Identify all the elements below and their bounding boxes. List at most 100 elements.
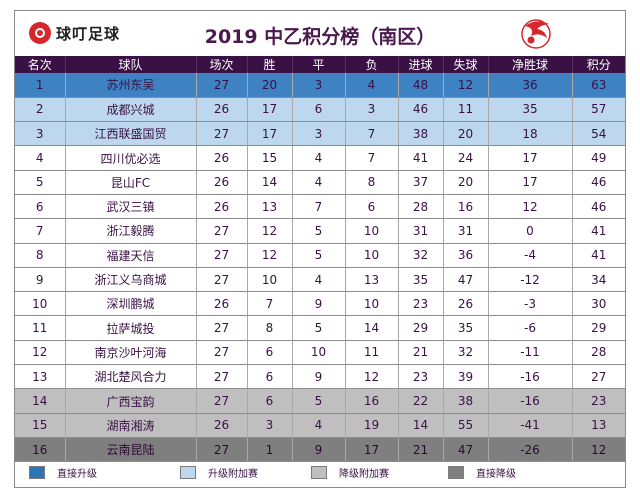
legend-item-direct-promotion: 直接升级 xyxy=(29,465,97,480)
goals-against-cell: 39 xyxy=(443,364,489,390)
goals-for-cell: 14 xyxy=(398,413,444,438)
played-cell: 27 xyxy=(196,364,248,390)
team-cell: 湖南湘涛 xyxy=(65,413,197,438)
points-cell: 41 xyxy=(572,243,625,268)
rank-cell: 8 xyxy=(15,243,66,268)
goals-against-cell: 36 xyxy=(443,243,489,268)
goal-diff-cell: 12 xyxy=(488,194,573,220)
drawn-cell: 6 xyxy=(292,97,346,123)
goals-against-cell: 11 xyxy=(443,97,489,123)
won-cell: 1 xyxy=(247,437,293,463)
lost-cell: 17 xyxy=(345,437,399,463)
table-row: 14 广西宝韵 27 6 5 16 22 38 -16 23 xyxy=(15,388,625,414)
goal-diff-cell: -11 xyxy=(488,340,573,366)
played-cell: 27 xyxy=(196,73,248,98)
played-cell: 27 xyxy=(196,218,248,244)
goal-diff-cell: -41 xyxy=(488,413,573,438)
goal-diff-cell: -6 xyxy=(488,315,573,341)
lost-cell: 13 xyxy=(345,267,399,293)
goal-diff-cell: -16 xyxy=(488,364,573,390)
table-row: 3 江西联盛国贸 27 17 3 7 38 20 18 54 xyxy=(15,121,625,147)
played-cell: 26 xyxy=(196,194,248,220)
table-header-row: 名次 球队 场次 胜 平 负 进球 失球 净胜球 积分 xyxy=(15,56,625,73)
legend-label: 直接降级 xyxy=(476,469,516,480)
played-cell: 27 xyxy=(196,315,248,341)
goals-for-cell: 41 xyxy=(398,145,444,171)
won-cell: 6 xyxy=(247,364,293,390)
points-cell: 63 xyxy=(572,73,625,98)
rank-cell: 14 xyxy=(15,388,66,414)
legend-label: 直接升级 xyxy=(57,469,97,480)
team-cell: 深圳鹏城 xyxy=(65,291,197,317)
legend-label: 升级附加赛 xyxy=(208,469,258,480)
brand-logo: 球叮足球 xyxy=(29,22,120,44)
played-cell: 27 xyxy=(196,437,248,463)
team-cell: 湖北楚风合力 xyxy=(65,364,197,390)
team-cell: 云南昆陆 xyxy=(65,437,197,463)
table-row: 9 浙江义乌商城 27 10 4 13 35 47 -12 34 xyxy=(15,267,625,293)
points-cell: 49 xyxy=(572,145,625,171)
legend-swatch xyxy=(311,466,327,479)
team-cell: 南京沙叶河海 xyxy=(65,340,197,366)
goals-against-cell: 47 xyxy=(443,437,489,463)
col-header-goals-for: 进球 xyxy=(398,56,444,73)
won-cell: 7 xyxy=(247,291,293,317)
col-header-team: 球队 xyxy=(65,56,197,73)
goals-for-cell: 21 xyxy=(398,340,444,366)
goals-for-cell: 28 xyxy=(398,194,444,220)
lost-cell: 6 xyxy=(345,194,399,220)
points-cell: 27 xyxy=(572,364,625,390)
goals-for-cell: 48 xyxy=(398,73,444,98)
drawn-cell: 4 xyxy=(292,170,346,195)
rank-cell: 7 xyxy=(15,218,66,244)
played-cell: 26 xyxy=(196,291,248,317)
goals-against-cell: 35 xyxy=(443,315,489,341)
col-header-played: 场次 xyxy=(196,56,248,73)
rank-cell: 15 xyxy=(15,413,66,438)
points-cell: 30 xyxy=(572,291,625,317)
rank-cell: 10 xyxy=(15,291,66,317)
col-header-goals-against: 失球 xyxy=(443,56,489,73)
points-cell: 23 xyxy=(572,388,625,414)
drawn-cell: 5 xyxy=(292,218,346,244)
rank-cell: 5 xyxy=(15,170,66,195)
goals-against-cell: 16 xyxy=(443,194,489,220)
goals-against-cell: 55 xyxy=(443,413,489,438)
team-cell: 拉萨城投 xyxy=(65,315,197,341)
lost-cell: 10 xyxy=(345,218,399,244)
played-cell: 27 xyxy=(196,121,248,147)
won-cell: 8 xyxy=(247,315,293,341)
goal-diff-cell: -3 xyxy=(488,291,573,317)
brand-logo-text: 球叮足球 xyxy=(56,24,121,43)
goal-diff-cell: -26 xyxy=(488,437,573,463)
drawn-cell: 4 xyxy=(292,413,346,438)
goals-for-cell: 35 xyxy=(398,267,444,293)
won-cell: 13 xyxy=(247,194,293,220)
played-cell: 27 xyxy=(196,340,248,366)
won-cell: 14 xyxy=(247,170,293,195)
rank-cell: 13 xyxy=(15,364,66,390)
col-header-lost: 负 xyxy=(345,56,399,73)
team-cell: 苏州东吴 xyxy=(65,73,197,98)
goals-for-cell: 21 xyxy=(398,437,444,463)
won-cell: 15 xyxy=(247,145,293,171)
lost-cell: 4 xyxy=(345,73,399,98)
won-cell: 20 xyxy=(247,73,293,98)
legend: 直接升级 升级附加赛 降级附加赛 直接降级 xyxy=(15,459,625,487)
drawn-cell: 5 xyxy=(292,243,346,268)
team-cell: 四川优必选 xyxy=(65,145,197,171)
team-cell: 福建天信 xyxy=(65,243,197,268)
rank-cell: 1 xyxy=(15,73,66,98)
goal-diff-cell: 18 xyxy=(488,121,573,147)
col-header-points: 积分 xyxy=(572,56,625,73)
team-cell: 广西宝韵 xyxy=(65,388,197,414)
goals-for-cell: 29 xyxy=(398,315,444,341)
goals-for-cell: 38 xyxy=(398,121,444,147)
rank-cell: 16 xyxy=(15,437,66,463)
goals-for-cell: 32 xyxy=(398,243,444,268)
lost-cell: 12 xyxy=(345,364,399,390)
goals-against-cell: 20 xyxy=(443,170,489,195)
table-row: 4 四川优必选 26 15 4 7 41 24 17 49 xyxy=(15,145,625,171)
played-cell: 26 xyxy=(196,170,248,195)
goals-for-cell: 46 xyxy=(398,97,444,123)
